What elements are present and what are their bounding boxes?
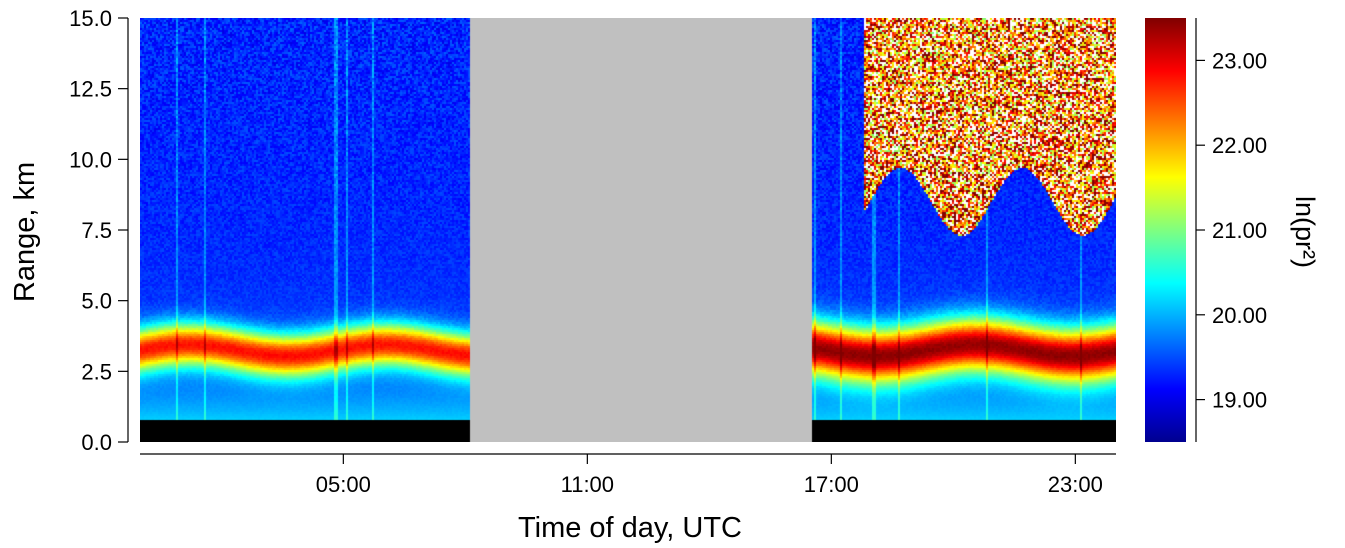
colorbar-tick-label: 21.00 [1212, 218, 1267, 243]
y-tick-label: 12.5 [69, 77, 112, 102]
heatmap-image [140, 18, 1116, 442]
x-tick-label: 23:00 [1048, 472, 1103, 497]
colorbar-label: ln(pr²) [1290, 196, 1320, 268]
y-tick-label: 10.0 [69, 147, 112, 172]
colorbar [1145, 18, 1197, 442]
y-axis-label: Range, km [9, 162, 41, 302]
y-tick-label: 15.0 [69, 6, 112, 31]
backscatter-heatmap [140, 18, 1116, 442]
colorbar-tick-label: 23.00 [1212, 48, 1267, 73]
x-axis-label: Time of day, UTC [518, 512, 742, 544]
x-ticks: 05:00 11:00 17:00 23:00 [316, 454, 1103, 497]
colorbar-tick-label: 22.00 [1212, 133, 1267, 158]
colorbar-tick-label: 19.00 [1212, 388, 1267, 413]
colorbar-tick-label: 20.00 [1212, 303, 1267, 328]
y-tick-label: 0.0 [81, 430, 112, 455]
y-tick-label: 5.0 [81, 289, 112, 314]
x-tick-label: 05:00 [316, 472, 371, 497]
y-tick-label: 2.5 [81, 359, 112, 384]
y-ticks: 0.0 2.5 5.0 7.5 10.0 12.5 15.0 [69, 6, 128, 455]
colorbar-ticks: 19.00 20.00 21.00 22.00 23.00 [1196, 48, 1267, 413]
colorbar-gradient [1145, 18, 1186, 442]
x-tick-label: 11:00 [561, 472, 614, 497]
x-tick-label: 17:00 [804, 472, 859, 497]
y-tick-label: 7.5 [81, 218, 112, 243]
